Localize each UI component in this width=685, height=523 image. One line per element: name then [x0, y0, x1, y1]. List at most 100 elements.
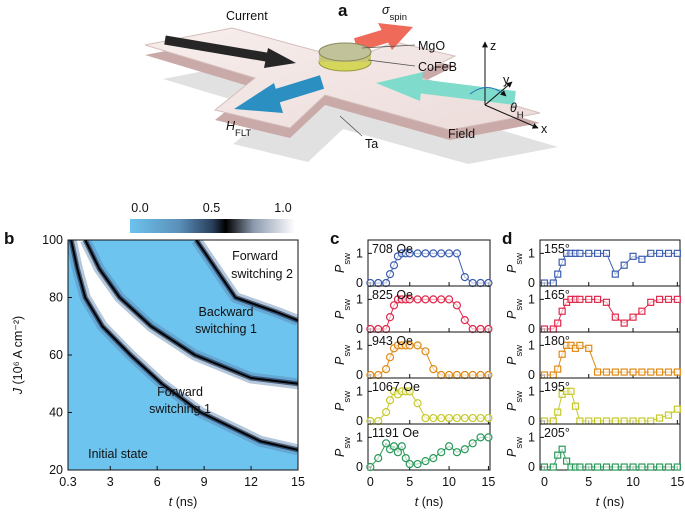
- panel-letter: b: [4, 229, 14, 248]
- x-tick-label: 0: [367, 475, 374, 489]
- marker: [429, 454, 438, 463]
- marker: [585, 249, 593, 257]
- marker: [452, 413, 462, 423]
- annotation: Backward: [199, 305, 254, 319]
- y-axis-label: Psw: [333, 437, 353, 457]
- series-label: 708 Oe: [372, 242, 413, 256]
- marker: [549, 371, 557, 379]
- marker: [540, 325, 549, 333]
- y-tick-label: 0: [528, 368, 535, 382]
- marker: [540, 279, 549, 287]
- marker: [484, 324, 493, 334]
- marker: [647, 463, 655, 471]
- text-part: θ: [510, 101, 517, 115]
- x-tick-label: 5: [406, 475, 413, 489]
- marker: [421, 347, 430, 356]
- marker: [437, 249, 446, 258]
- marker: [397, 442, 406, 451]
- y-axis: [484, 81, 513, 106]
- marker: [468, 439, 477, 448]
- marker: [476, 324, 485, 334]
- y-tick-label: 1: [356, 430, 363, 444]
- text-part: J: [11, 387, 25, 395]
- marker: [664, 249, 673, 257]
- contour-line: [70, 240, 298, 451]
- marker: [562, 457, 571, 465]
- series-label: 180°: [544, 334, 570, 348]
- marker: [576, 417, 584, 425]
- marker: [382, 408, 391, 417]
- text-part: sw: [514, 391, 525, 403]
- marker: [444, 370, 454, 380]
- marker: [593, 417, 602, 425]
- y-axis-label: Psw: [505, 253, 525, 273]
- marker: [549, 325, 557, 333]
- marker: [593, 295, 602, 303]
- y-tick-label: 0: [528, 414, 535, 428]
- marker: [593, 463, 602, 471]
- y-tick-label: 0: [356, 414, 363, 428]
- annotation: switching 1: [195, 322, 257, 336]
- marker: [602, 368, 611, 376]
- text-part: (ns): [418, 495, 443, 509]
- x-tick-label: 3: [107, 475, 114, 489]
- text-part: (ns): [599, 495, 624, 509]
- y-tick-label: 0: [356, 322, 363, 336]
- marker: [558, 350, 566, 358]
- y-tick-label: 0: [528, 322, 535, 336]
- mgo-layer: [318, 42, 372, 62]
- marker: [468, 370, 477, 380]
- marker: [413, 399, 422, 408]
- text-part: P: [505, 402, 519, 411]
- x-tick-label: 5: [585, 475, 592, 489]
- marker: [620, 463, 628, 471]
- marker: [476, 433, 485, 442]
- marker: [629, 417, 637, 425]
- marker: [576, 463, 584, 471]
- marker: [549, 279, 557, 287]
- x-axis-label: t (ns): [596, 495, 624, 509]
- marker: [421, 456, 430, 466]
- text-part: P: [505, 448, 519, 457]
- marker: [558, 258, 566, 266]
- marker: [554, 270, 562, 278]
- marker: [374, 416, 383, 426]
- marker: [585, 295, 593, 303]
- colorbar-tick-label: 0.5: [203, 201, 220, 215]
- label: Ta: [365, 137, 378, 151]
- text-part: sw: [514, 299, 525, 311]
- label: CoFeB: [418, 60, 457, 74]
- marker: [382, 439, 391, 448]
- leader-line: [339, 115, 363, 137]
- marker: [656, 414, 664, 422]
- marker: [460, 316, 469, 325]
- marker: [421, 295, 430, 304]
- marker: [374, 454, 383, 463]
- marker: [452, 448, 462, 457]
- marker: [602, 298, 611, 306]
- x-tick-label: 9: [201, 475, 208, 489]
- marker: [389, 442, 399, 451]
- marker: [549, 463, 557, 471]
- series-line: [370, 252, 489, 284]
- x-tick-label: 10: [442, 475, 456, 489]
- region-forward-2: [196, 240, 298, 321]
- marker: [593, 368, 602, 376]
- y-axis-label: J (10⁶ A cm⁻²): [11, 316, 25, 395]
- marker: [460, 445, 469, 454]
- marker: [460, 272, 469, 282]
- marker: [567, 387, 575, 395]
- marker: [405, 249, 414, 258]
- y-tick-label: 0: [528, 276, 535, 290]
- marker: [611, 463, 619, 471]
- text-part: σ: [382, 3, 390, 17]
- marker: [664, 295, 673, 303]
- marker: [629, 368, 637, 376]
- marker: [421, 413, 430, 423]
- marker: [405, 387, 414, 396]
- y-tick-label: 1: [528, 292, 535, 306]
- marker: [452, 370, 462, 380]
- marker: [468, 324, 477, 334]
- y-tick-label: 0: [356, 276, 363, 290]
- marker: [585, 463, 593, 471]
